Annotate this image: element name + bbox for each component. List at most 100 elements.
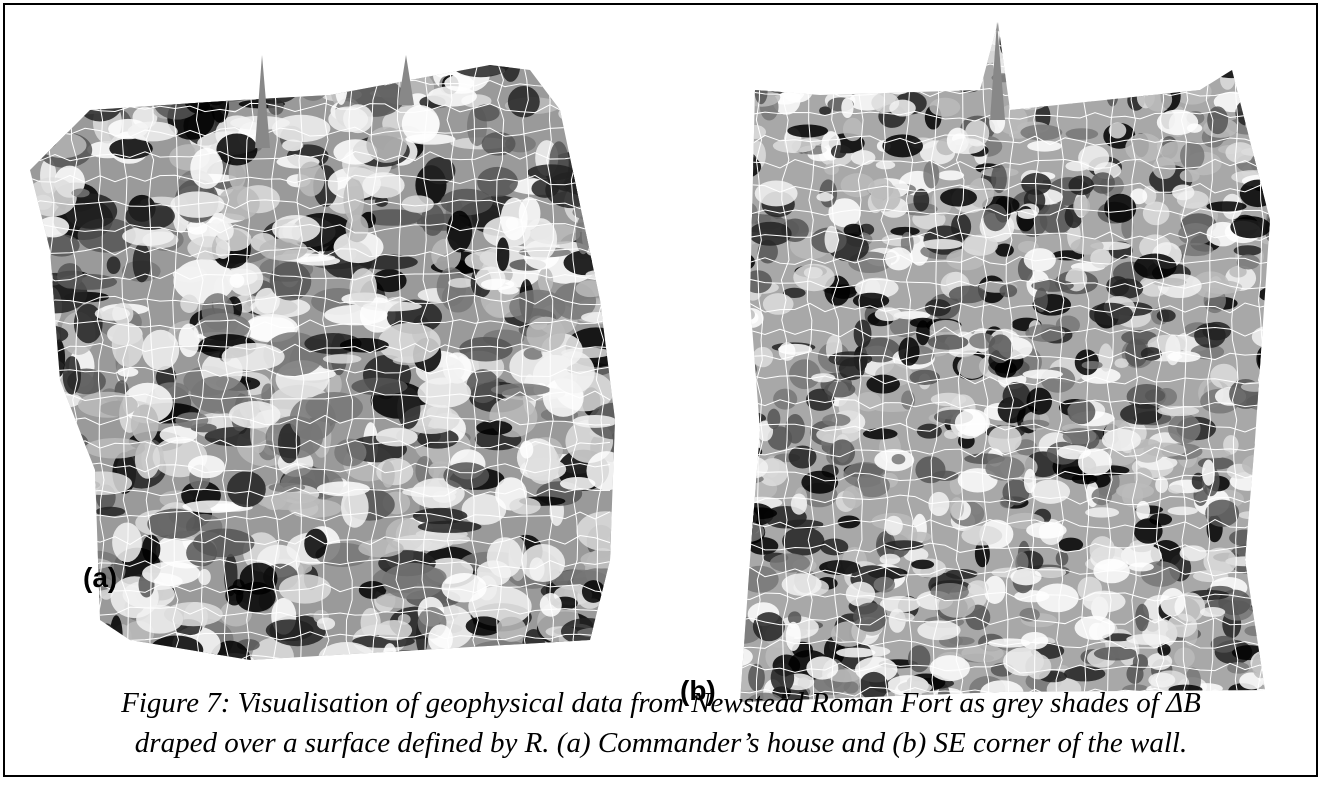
shade-patch [296,62,330,101]
shade-patch [34,503,76,544]
caption-line: Figure 7: Visualisation of geophysical d… [120,687,1201,719]
shade-patch [741,203,758,225]
shade-patch [819,28,840,46]
shade-patch [1151,54,1175,63]
shade-patch [1031,480,1070,504]
shade-patch [202,67,230,106]
shade-patch [63,356,81,395]
shade-patch [843,118,863,141]
shade-patch [12,375,42,416]
shade-patch [164,602,223,626]
shade-patch [791,493,807,514]
shade-patch [1057,445,1091,459]
shade-patch [915,45,958,75]
shade-patch [72,189,90,198]
shade-patch [1072,48,1085,60]
shade-patch [188,455,225,478]
shade-patch [1252,326,1287,348]
shade-patch [1245,119,1263,131]
shade-patch [1066,28,1080,56]
shade-patch [1243,41,1255,64]
shade-patch [372,269,406,292]
shade-patch [729,597,745,607]
shade-patch [722,156,753,167]
shade-patch [48,490,69,532]
shade-patch [317,617,335,629]
shade-patch [1063,428,1097,444]
shade-patch [848,31,889,53]
shade-patch [809,62,823,84]
shade-patch [1214,66,1250,78]
shade-patch [1157,644,1170,656]
shade-patch [267,70,280,92]
shade-patch [36,324,57,347]
shade-patch [951,214,971,240]
shade-patch [1229,47,1253,77]
shade-patch [901,16,932,32]
shade-patch [1093,559,1130,583]
shade-patch [198,569,211,585]
shade-patch [480,647,541,662]
shade-patch [813,36,835,48]
shade-patch [824,35,841,50]
shade-patch [766,76,791,93]
shade-patch [742,46,785,65]
panel-label: (a) [83,562,117,593]
shade-patch [524,218,557,260]
shade-patch [1246,559,1280,583]
shade-patch [1244,626,1265,636]
shade-patch [573,415,618,428]
shade-patch [777,53,819,75]
shade-patch [1116,483,1154,499]
shade-patch [1167,53,1206,75]
shade-patch [1126,634,1169,645]
shade-patch [1256,544,1280,563]
shade-patch [53,339,65,377]
shade-patch [836,648,876,658]
shade-patch [27,177,76,216]
shade-patch [240,51,280,72]
shade-patch [15,435,75,450]
shade-patch [844,31,858,42]
shade-patch [885,516,903,536]
shade-patch [1023,369,1063,379]
shade-patch [1129,68,1162,96]
shade-patch [1235,100,1259,126]
shade-patch [848,28,869,46]
shade-patch [1255,446,1294,454]
shade-patch [1024,469,1036,493]
shade-patch [754,29,771,54]
shade-patch [590,231,618,263]
shade-patch [822,60,856,75]
shade-patch [1207,106,1228,134]
shade-patch [1023,77,1036,100]
shade-patch [575,280,605,297]
shade-patch [418,377,472,407]
shade-patch [53,83,75,113]
shade-patch [1206,201,1246,211]
shade-patch [1063,37,1078,62]
shade-patch [54,496,88,534]
shade-patch [786,622,801,651]
shade-patch [945,37,966,57]
shade-patch [740,309,755,321]
shade-patch [1266,583,1279,595]
shade-patch [30,325,68,343]
shade-patch [753,612,785,641]
shade-patch [258,493,321,510]
shade-patch [892,454,906,464]
shade-patch [1251,59,1291,77]
shade-patch [1167,614,1197,638]
shade-patch [51,639,97,669]
shade-patch [1135,604,1149,631]
shade-patch [785,414,805,444]
shade-patch [901,391,915,410]
shade-patch [1094,647,1137,661]
shade-patch [67,480,100,490]
shade-patch [1168,485,1184,494]
shade-patch [1020,66,1063,79]
shade-patch [733,19,755,32]
shade-patch [1038,78,1057,86]
shade-patch [1024,76,1047,87]
shade-patch [1035,75,1056,94]
